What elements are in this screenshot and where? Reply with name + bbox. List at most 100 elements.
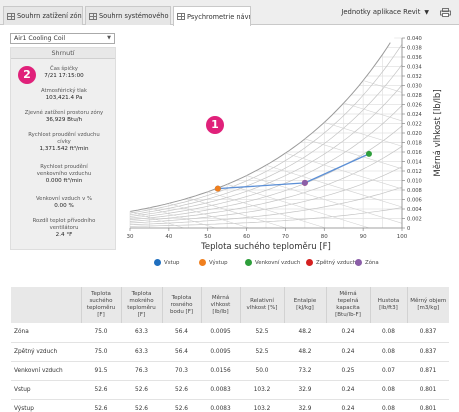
y-tick-label: 0.004 [407,207,423,213]
y-axis-label: Měrná vlhkost [lb/lb] [433,89,443,176]
chevron-down-icon: ▼ [424,8,429,16]
enthalpy-line [188,197,286,229]
tab-system-load-summary[interactable]: Souhrn systémového zatížení [85,6,171,25]
legend-label: Vstup [164,259,180,266]
y-tick-label: 0.006 [407,197,422,203]
rh-curve [129,125,403,221]
y-tick-label: 0.022 [407,121,422,127]
tab-zone-load-summary[interactable]: Souhrn zatížení zóny [3,6,83,25]
chevron-down-icon: ▼ [107,35,111,41]
y-tick-label: 0.038 [407,45,422,51]
callout-badge-2: 2 [18,66,36,84]
table-cell: 0.08 [370,380,407,400]
legend-marker [199,259,206,266]
table-cell: 0.25 [326,361,370,381]
legend-marker [154,259,161,266]
legend-label: Zóna [365,259,379,266]
summary-label: Atmosférický tlak [40,88,87,94]
row-label: Zóna [11,323,81,343]
table-cell: 0.837 [407,342,449,362]
enthalpy-line [227,184,370,229]
x-tick-label: 30 [127,234,134,240]
table-cell: 56.4 [162,342,201,362]
table-cell: 52.5 [240,323,284,343]
summary-value: 0.00 % [54,203,74,209]
y-tick-label: 0.008 [407,188,422,194]
callout-badge-1: 1 [206,116,224,134]
table-cell: 52.6 [162,380,201,400]
table-cell: 52.6 [81,399,121,412]
table-cell: 63.3 [121,323,162,343]
table-cell: 0.08 [370,399,407,412]
table-header: Entalpie [kJ/kg] [283,287,326,323]
point-vystup [214,185,221,192]
table-cell: 48.2 [284,342,326,362]
table-icon [89,12,97,20]
summary-item-sensible-load: Zjevné zatížení prostoru zóny 36,929 Btu… [11,110,117,124]
enthalpy-line [304,138,403,170]
table-icon [7,12,15,20]
summary-item-outdoor-percent: Venkovní vzduch v % 0.00 % [11,196,117,210]
y-tick-label: 0.020 [407,131,422,137]
chart-data [214,150,372,192]
printer-icon[interactable] [440,8,451,17]
point-venkovni [365,150,372,157]
y-tick-label: 0.026 [407,102,422,108]
table-cell: 0.0156 [201,361,240,381]
table-row: Výstup 52.6 52.6 52.6 0.0083 103.2 32.9 0.24 0.0… [11,399,449,412]
properties-table: Teplota suchého teploměru [F] Teplota mo… [11,287,449,412]
enthalpy-line [363,80,403,93]
legend-item-vystup[interactable]: Výstup [199,259,228,266]
legend-item-zpetny[interactable]: Zpětný vzduch [306,259,356,266]
legend-marker [245,259,252,266]
table-cell: 0.0083 [201,399,240,412]
rh-curve [129,44,403,214]
legend-marker [355,259,362,266]
table-cell: 48.2 [284,323,326,343]
legend-item-zona[interactable]: Zóna [355,259,379,266]
table-cell: 52.6 [121,380,162,400]
summary-label: Venkovní vzduch v % [35,196,93,202]
rh-curve [129,64,403,216]
top-bar: Souhrn zatížení zóny Souhrn systémového … [0,0,459,26]
table-header: Hustota [lb/ft3] [369,287,407,323]
coil-select-value: Air1 Cooling Coil [14,35,66,42]
enthalpy-line [246,175,403,224]
table-header: Měrná tepelná kapacita [Btu/lb-F] [325,287,370,323]
row-label: Zpětný vzduch [11,342,81,362]
table-cell: 0.0095 [201,342,240,362]
rh-curve [129,186,403,226]
tab-label: Psychrometrie návrhu [187,12,251,21]
rh-curve [129,146,403,222]
table-cell: 0.801 [407,399,449,412]
table-cell: 70.3 [162,361,201,381]
coil-select[interactable]: Air1 Cooling Coil ▼ [10,33,115,44]
legend-item-vstup[interactable]: Vstup [154,259,179,266]
table-cell: 0.801 [407,380,449,400]
table-header: Teplota rosného bodu [F] [161,287,201,323]
tab-design-psychrometry[interactable]: Psychrometrie návrhu [173,6,251,26]
legend-item-venkovni[interactable]: Venkovní vzduch [245,259,300,266]
table-header: Teplota mokrého teploměru [F] [120,287,162,323]
table-cell: 0.0095 [201,323,240,343]
summary-title: Shrnutí [11,48,115,59]
table-cell: 0.07 [370,361,407,381]
table-cell: 52.6 [162,399,201,412]
table-header: Měrný objem [m3/kg] [406,287,449,323]
units-label: Jednotky aplikace Revit [341,8,421,16]
summary-label: Čas špičky [50,66,78,72]
x-axis-label: Teplota suchého teploměru [F] [200,241,331,252]
y-tick-label: 0.036 [407,55,422,61]
y-tick-label: 0.040 [407,36,422,42]
summary-value: 1,371.542 ft³/min [39,146,89,152]
units-dropdown[interactable]: Jednotky aplikace Revit ▼ [341,8,429,16]
table-cell: 52.5 [240,342,284,362]
table-row: Zpětný vzduch 75.0 63.3 56.4 0.0095 52.5 48.2 0… [11,342,449,362]
summary-label: Rozdíl teplot přívodního ventilátoru [32,218,96,231]
rh-curve [129,166,403,224]
y-tick-label: 0.018 [407,140,422,146]
row-label: Výstup [11,399,81,412]
legend-label: Venkovní vzduch [255,259,301,266]
table-cell: 0.24 [326,399,370,412]
y-tick-label: 0.024 [407,112,423,118]
